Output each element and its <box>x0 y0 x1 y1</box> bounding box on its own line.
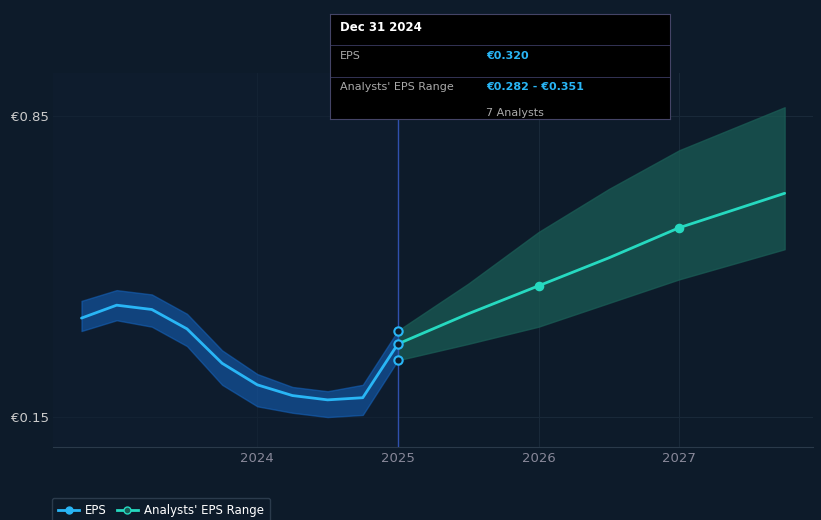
Point <box>672 224 686 232</box>
Text: Actual: Actual <box>351 86 392 99</box>
Legend: EPS, Analysts' EPS Range: EPS, Analysts' EPS Range <box>52 498 270 520</box>
Text: 7 Analysts: 7 Analysts <box>486 109 544 119</box>
Text: €0.282 - €0.351: €0.282 - €0.351 <box>486 82 585 92</box>
Text: Analysts Forecasts: Analysts Forecasts <box>406 86 516 99</box>
Text: EPS: EPS <box>340 51 361 61</box>
Text: €0.320: €0.320 <box>486 51 529 61</box>
Text: Dec 31 2024: Dec 31 2024 <box>340 21 422 34</box>
Bar <box>53 73 398 447</box>
Point <box>532 282 545 290</box>
Text: Analysts' EPS Range: Analysts' EPS Range <box>340 82 454 92</box>
